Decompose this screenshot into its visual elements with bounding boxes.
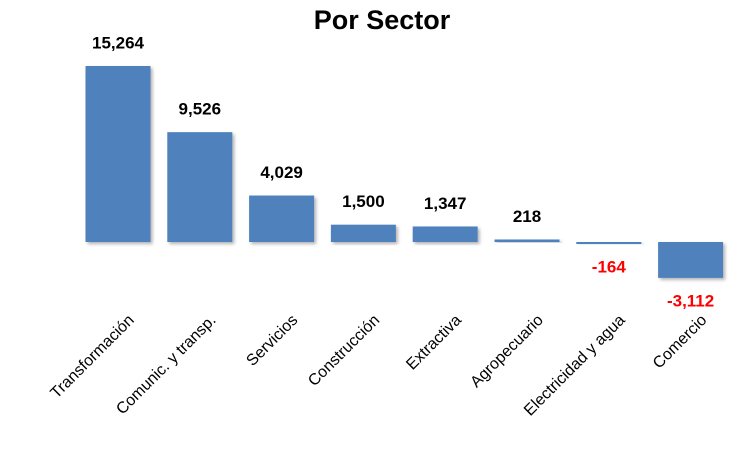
bar	[412, 226, 478, 242]
value-label: 4,029	[260, 163, 303, 182]
bar	[658, 242, 724, 278]
value-label: 218	[513, 207, 541, 226]
bar	[494, 239, 560, 242]
bar	[249, 195, 315, 242]
chart-title: Por Sector	[314, 5, 451, 35]
x-tick-label: Transformación	[48, 312, 138, 402]
bar	[330, 224, 396, 242]
value-label: 1,347	[424, 194, 467, 213]
value-label: 15,264	[92, 33, 145, 52]
x-tick-label: Servicios	[243, 312, 301, 370]
value-label: 1,500	[342, 192, 385, 211]
bar	[85, 66, 151, 242]
bar	[576, 242, 642, 244]
bar	[167, 132, 233, 242]
x-tick-label: Extractiva	[403, 312, 465, 374]
value-label: -3,112	[667, 291, 714, 310]
x-tick-label: Agropecuario	[467, 312, 546, 391]
x-tick-label: Comercio	[650, 312, 711, 373]
x-tick-label: Construcción	[305, 312, 383, 390]
value-label: 9,526	[179, 100, 222, 119]
value-label: -164	[592, 257, 627, 276]
